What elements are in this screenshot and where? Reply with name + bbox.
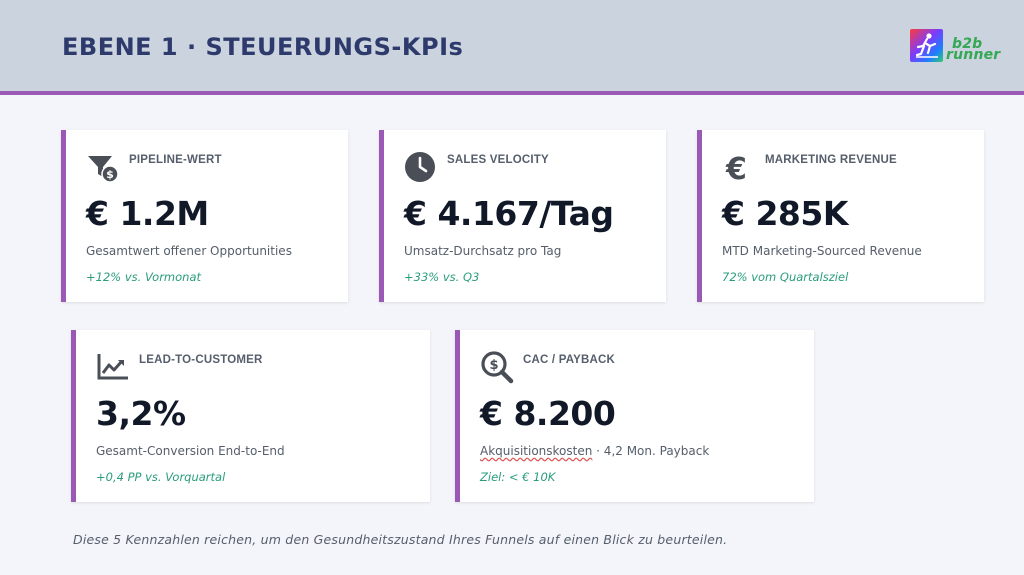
kpi-value: 3,2% — [96, 394, 186, 433]
kpi-label: MARKETING REVENUE — [765, 154, 897, 166]
brand-logo: b2b runner — [910, 29, 1010, 63]
kpi-value: € 8.200 — [480, 394, 616, 433]
clock-icon — [404, 150, 438, 184]
kpi-trend: 72% vom Quartalsziel — [722, 270, 849, 284]
kpi-trend: +12% vs. Vormonat — [86, 270, 201, 284]
euro-icon: € — [722, 150, 756, 187]
chart-line-icon — [96, 350, 130, 384]
kpi-description-detail: · 4,2 Mon. Payback — [592, 444, 710, 458]
svg-text:$: $ — [106, 168, 114, 181]
funnel-dollar-icon: $ — [86, 150, 120, 184]
kpi-card-pipeline-wert: $ PIPELINE-WERT € 1.2M Gesamtwert offene… — [61, 130, 348, 302]
logo-wordmark: b2b runner — [946, 36, 1001, 63]
kpi-card-lead-to-customer: LEAD-TO-CUSTOMER 3,2% Gesamt-Conversion … — [71, 330, 430, 502]
search-dollar-icon: $ — [480, 350, 514, 384]
footer-note: Diese 5 Kennzahlen reichen, um den Gesun… — [73, 532, 728, 547]
kpi-trend: +0,4 PP vs. Vorquartal — [96, 470, 226, 484]
kpi-description: MTD Marketing-Sourced Revenue — [722, 244, 922, 258]
kpi-description: Umsatz-Durchsatz pro Tag — [404, 244, 562, 258]
kpi-trend: +33% vs. Q3 — [404, 270, 480, 284]
kpi-label: SALES VELOCITY — [447, 154, 549, 166]
kpi-trend: Ziel: < € 10K — [480, 470, 556, 484]
runner-logo-icon — [910, 29, 943, 62]
header-bar: EBENE 1 · STEUERUNGS-KPIs b2b runner — [0, 0, 1024, 95]
kpi-description-term: Akquisitionskosten — [480, 444, 593, 458]
kpi-card-marketing-revenue: € MARKETING REVENUE € 285K MTD Marketing… — [697, 130, 984, 302]
kpi-value: € 285K — [722, 194, 848, 233]
kpi-card-cac-payback: $ CAC / PAYBACK € 8.200 Akquisitionskost… — [455, 330, 814, 502]
kpi-description: Gesamt-Conversion End-to-End — [96, 444, 285, 458]
kpi-description: Akquisitionskosten · 4,2 Mon. Payback — [480, 444, 709, 458]
svg-text:€: € — [725, 152, 747, 184]
kpi-label: LEAD-TO-CUSTOMER — [139, 354, 263, 366]
svg-text:$: $ — [489, 358, 498, 373]
kpi-value: € 1.2M — [86, 194, 209, 233]
kpi-label: CAC / PAYBACK — [523, 354, 616, 366]
kpi-label: PIPELINE-WERT — [129, 154, 222, 166]
kpi-value: € 4.167/Tag — [404, 194, 614, 233]
kpi-description: Gesamtwert offener Opportunities — [86, 244, 292, 258]
kpi-card-sales-velocity: SALES VELOCITY € 4.167/Tag Umsatz-Durchs… — [379, 130, 666, 302]
page-title: EBENE 1 · STEUERUNGS-KPIs — [62, 33, 464, 61]
